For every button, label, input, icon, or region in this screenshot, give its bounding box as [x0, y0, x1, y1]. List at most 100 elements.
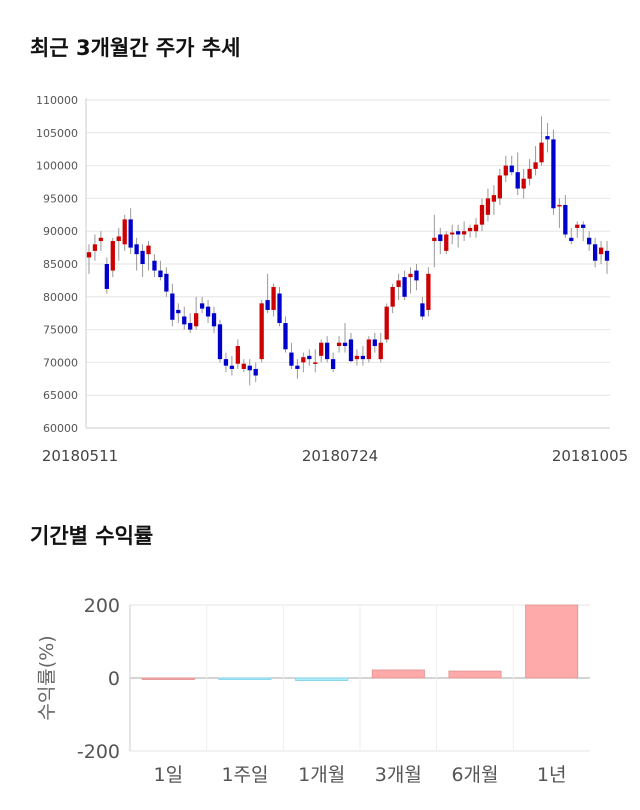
- candle-body: [414, 270, 419, 281]
- candle-body: [539, 142, 544, 163]
- candle-body: [479, 204, 485, 225]
- period-return-title: 기간별 수익률: [30, 524, 154, 548]
- candle-body: [569, 237, 574, 242]
- bar: [371, 669, 425, 679]
- candle-body: [199, 303, 205, 309]
- candle-body: [229, 365, 235, 369]
- candle-body: [110, 241, 115, 271]
- candle-body: [116, 236, 121, 242]
- candlestick-chart: 110000 105000 100000 95000 90000 85000 80000 75…: [36, 94, 628, 465]
- bar: [448, 670, 502, 679]
- candle-body: [330, 359, 336, 369]
- x-tick-label: 6개월: [451, 764, 498, 786]
- candle-body: [307, 355, 312, 360]
- candle-body: [563, 204, 568, 235]
- candle-body: [384, 306, 389, 340]
- candle-body: [420, 303, 425, 317]
- bar: [218, 677, 272, 680]
- y-tick-label: 100000: [36, 160, 78, 173]
- candle-body: [247, 365, 252, 371]
- candle-body: [319, 342, 324, 356]
- candle-body: [575, 224, 580, 228]
- candle-body: [378, 342, 383, 360]
- candle-body: [223, 359, 229, 366]
- candle-body: [473, 224, 479, 232]
- candle-body: [503, 165, 508, 176]
- candle-body: [426, 273, 431, 310]
- candle-body: [354, 355, 360, 360]
- candle-body: [277, 293, 282, 324]
- candle-body: [217, 324, 223, 360]
- candle-body: [182, 316, 187, 325]
- candle-body: [146, 245, 151, 255]
- candle-body: [336, 342, 342, 346]
- candle-body: [342, 342, 348, 346]
- x-tick-label: 1주일: [221, 764, 268, 786]
- y-tick-label: 75000: [43, 324, 78, 337]
- y-tick-label: -200: [77, 741, 120, 763]
- y-tick-label: 110000: [36, 94, 78, 107]
- y-axis-label: 수익률(%): [36, 635, 58, 720]
- bar: [525, 604, 579, 679]
- y-tick-label: 90000: [43, 225, 78, 238]
- x-tick-label: 20180511: [42, 447, 118, 465]
- bar: [295, 677, 349, 681]
- y-tick-label: 70000: [43, 356, 78, 369]
- y-tick-label: 0: [108, 668, 120, 690]
- bar: [141, 677, 195, 680]
- candle-body: [450, 232, 455, 235]
- candle-body: [194, 313, 199, 327]
- candle-body: [527, 168, 532, 179]
- candle-body: [461, 231, 467, 235]
- candle-body: [295, 365, 300, 369]
- y-tick-label: 65000: [43, 389, 78, 402]
- candle-body: [587, 237, 592, 245]
- candle-body: [402, 277, 407, 297]
- candle-body: [581, 224, 586, 228]
- y-tick-label: 95000: [43, 192, 78, 205]
- candle-body: [456, 231, 461, 235]
- candle-body: [253, 368, 258, 376]
- candle-body: [598, 247, 604, 255]
- candle-body: [604, 250, 610, 261]
- candle-body: [289, 352, 294, 366]
- candle-body: [491, 195, 497, 202]
- candle-body: [164, 273, 169, 292]
- candle-body: [235, 346, 240, 364]
- candle-body: [515, 172, 520, 189]
- candle-body: [521, 178, 526, 189]
- candle-body: [467, 227, 473, 232]
- candle-body: [366, 339, 371, 360]
- candle-body: [557, 204, 562, 207]
- candle-body: [122, 219, 127, 245]
- candle-body: [134, 244, 139, 255]
- candle-body: [176, 309, 181, 314]
- candle-body: [128, 219, 133, 248]
- candle-body: [271, 286, 276, 310]
- candle-body: [592, 244, 598, 261]
- candle-body: [408, 273, 413, 278]
- candle-body: [259, 303, 264, 360]
- candle-body: [313, 362, 318, 364]
- candle-body: [432, 237, 437, 242]
- candle-body: [265, 300, 270, 310]
- candle-body: [140, 250, 145, 264]
- candle-body: [360, 355, 366, 360]
- y-tick-label: 80000: [43, 291, 78, 304]
- candle-body: [545, 136, 550, 140]
- candle-body: [211, 313, 217, 327]
- candle-body: [438, 234, 443, 242]
- x-tick-label: 20181005: [552, 447, 628, 465]
- candle-body: [497, 175, 502, 199]
- x-tick-label: 1년: [537, 764, 567, 786]
- candle-body: [396, 280, 401, 287]
- candle-body: [283, 323, 288, 350]
- candle-body: [104, 264, 109, 289]
- candle-body: [152, 260, 157, 271]
- candle-body: [485, 198, 491, 215]
- candle-body: [301, 357, 306, 363]
- candle-body: [348, 339, 354, 362]
- y-tick-label: 200: [84, 595, 120, 617]
- y-tick-label: 85000: [43, 258, 78, 271]
